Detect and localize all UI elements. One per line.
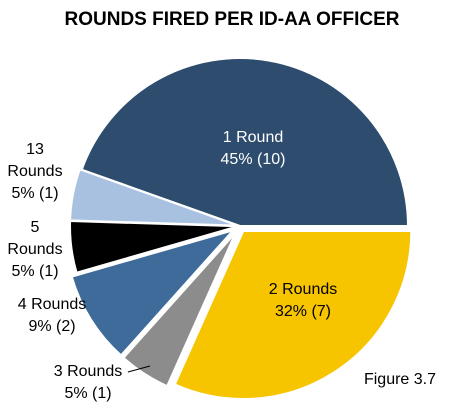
pie-slice — [70, 228, 237, 357]
slice-label: 13 Rounds — [7, 141, 62, 180]
pie-slice — [80, 57, 410, 227]
slice-label: 4 Rounds — [18, 296, 87, 313]
pie-slice — [122, 232, 237, 388]
chart-title: ROUNDS FIRED PER ID-AA OFFICER — [65, 9, 400, 30]
value-label: 5% (1) — [11, 263, 58, 280]
value-label: 9% (2) — [28, 318, 75, 335]
pie-slice — [173, 230, 413, 400]
value-label: 5% (1) — [11, 185, 58, 202]
slice-label: 2 Rounds — [269, 281, 338, 298]
slice-label: 1 Round — [223, 129, 284, 146]
value-label: 5% (1) — [64, 385, 111, 402]
value-label: 45% (10) — [221, 151, 286, 168]
slice-label: 5 Rounds — [7, 219, 62, 258]
slice-label: 3 Rounds — [54, 363, 123, 380]
pie-slice — [69, 167, 239, 227]
leader-line — [127, 365, 151, 373]
figure-note: Figure 3.7 — [364, 371, 436, 388]
value-label: 32% (7) — [275, 303, 331, 320]
